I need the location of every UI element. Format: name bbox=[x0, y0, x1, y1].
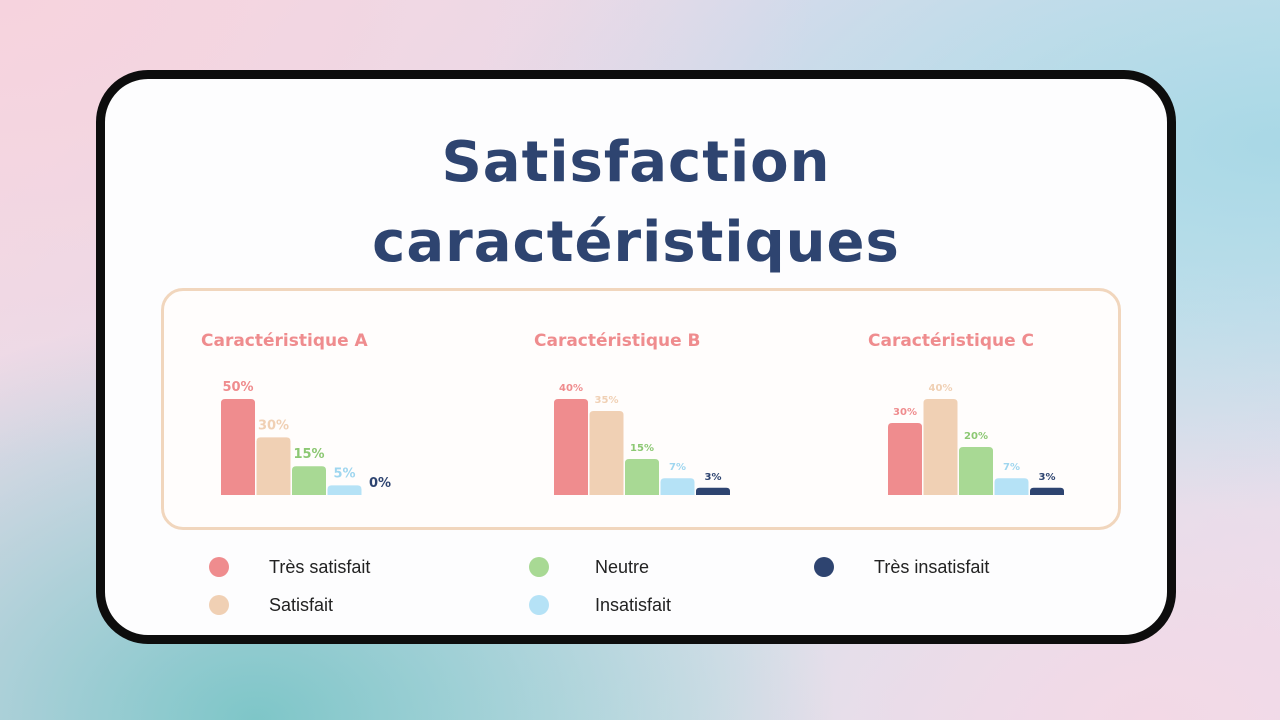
bar-neutre bbox=[292, 466, 326, 495]
data-label-tres-insatisfait: 3% bbox=[1039, 472, 1056, 483]
bar-satisfait bbox=[256, 437, 291, 495]
data-label-tres-insatisfait: 3% bbox=[705, 472, 722, 483]
data-label-insatisfait: 7% bbox=[1003, 462, 1020, 473]
bar-tres-insatisfait bbox=[1030, 487, 1064, 495]
bar-tres-satisfait bbox=[554, 399, 588, 495]
slide-title: Satisfaction caractéristiques bbox=[105, 123, 1167, 283]
bar-insatisfait bbox=[327, 485, 362, 495]
chart-caracteristique-b: Caractéristique B 40% 35% 15% 7% 3% bbox=[534, 291, 834, 531]
bar-neutre bbox=[625, 459, 659, 495]
chart-svg-1: Caractéristique B 40% 35% 15% 7% 3% bbox=[534, 331, 730, 495]
legend-label-tres-insatisfait: Très insatisfait bbox=[874, 557, 990, 577]
legend-label-satisfait: Satisfait bbox=[269, 595, 334, 615]
chart-caracteristique-c: Caractéristique C 30% 40% 20% 7% 3% bbox=[868, 291, 1168, 531]
title-line-1: Satisfaction bbox=[441, 130, 831, 195]
charts-panel: Caractéristique A 50% 30% 15% 5% 0% Caractéri… bbox=[161, 288, 1121, 530]
bar-tres-satisfait bbox=[221, 399, 255, 495]
data-label-insatisfait: 5% bbox=[333, 466, 355, 481]
data-label-tres-insatisfait: 0% bbox=[369, 476, 391, 491]
legend-label-tres-satisfait: Très satisfait bbox=[269, 557, 371, 577]
chart-title: Caractéristique C bbox=[868, 331, 1034, 351]
data-label-satisfait: 35% bbox=[595, 395, 619, 406]
chart-title: Caractéristique A bbox=[201, 331, 369, 351]
legend-label-insatisfait: Insatisfait bbox=[595, 595, 672, 615]
data-label-satisfait: 30% bbox=[258, 418, 289, 433]
title-line-2: caractéristiques bbox=[372, 210, 900, 275]
data-label-tres-satisfait: 50% bbox=[222, 380, 253, 395]
data-label-neutre: 15% bbox=[630, 443, 654, 454]
bar-insatisfait bbox=[660, 478, 695, 495]
data-label-tres-satisfait: 40% bbox=[559, 383, 583, 394]
bar-satisfait bbox=[923, 399, 958, 495]
bar-insatisfait bbox=[994, 478, 1029, 495]
data-label-neutre: 20% bbox=[964, 431, 988, 442]
legend-label-neutre: Neutre bbox=[595, 557, 650, 577]
data-label-neutre: 15% bbox=[293, 447, 324, 462]
chart-svg-2: Caractéristique C 30% 40% 20% 7% 3% bbox=[868, 331, 1064, 495]
data-label-satisfait: 40% bbox=[929, 383, 953, 394]
bar-tres-satisfait bbox=[888, 423, 922, 495]
data-label-tres-satisfait: 30% bbox=[893, 407, 917, 418]
legend-dot-insatisfait bbox=[529, 595, 549, 615]
bar-satisfait bbox=[589, 411, 624, 495]
legend-dot-tres-insatisfait bbox=[814, 557, 834, 577]
chart-svg-0: Caractéristique A 50% 30% 15% 5% 0% bbox=[201, 331, 391, 495]
bar-tres-insatisfait bbox=[696, 487, 730, 495]
data-label-insatisfait: 7% bbox=[669, 462, 686, 473]
legend-dot-tres-satisfait bbox=[209, 557, 229, 577]
legend-dot-satisfait bbox=[209, 595, 229, 615]
bar-neutre bbox=[959, 447, 993, 495]
chart-caracteristique-a: Caractéristique A 50% 30% 15% 5% 0% bbox=[201, 291, 501, 531]
chart-title: Caractéristique B bbox=[534, 331, 701, 351]
slide-card: Satisfaction caractéristiques Caractéris… bbox=[96, 70, 1176, 644]
legend-dot-neutre bbox=[529, 557, 549, 577]
